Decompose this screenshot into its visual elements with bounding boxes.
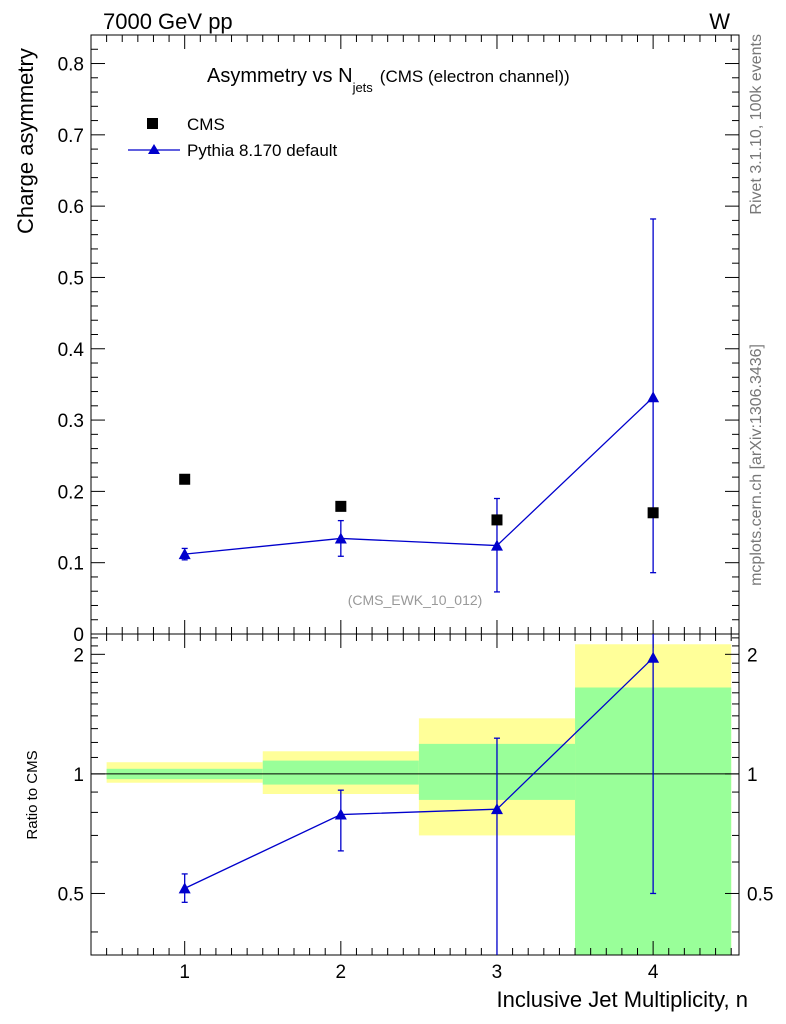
ratio-x-ticks: 1 2 3 4 [106,634,732,983]
analysis-watermark: (CMS_EWK_10_012) [348,592,483,608]
legend-cms-label: CMS [187,115,225,134]
legend: CMS Pythia 8.170 default [128,115,338,160]
main-y-tick-label: 0.2 [58,482,84,503]
main-y-tick-label: 0.7 [58,126,84,147]
main-y-tick-label: 0.3 [58,411,84,432]
main-y-tick-label: 0.5 [58,268,84,289]
chart-title-main: Asymmetry vs N [207,65,353,87]
cms-point [179,473,191,485]
legend-pythia-marker [148,144,160,154]
cms-point [335,500,347,512]
pythia-point [490,539,503,551]
x-axis-label: Inclusive Jet Multiplicity, n [497,987,748,1012]
ratio-y-tick-label: 2 [73,645,84,666]
ratio-y-tick-label: 0.5 [58,884,84,905]
x-tick-label: 3 [492,962,503,983]
cms-point [491,514,503,526]
main-y-tick-label: 0 [73,625,84,646]
legend-pythia-label: Pythia 8.170 default [187,141,338,160]
ratio-band-green [262,760,419,785]
main-y-ticks: 0 0.1 0.2 0.3 0.4 0.5 0.6 0.7 0.8 [58,34,739,646]
ratio-pythia-point [490,803,503,815]
ratio-y-tick-label-right: 2 [747,645,758,666]
chart-title-tail: (CMS (electron channel)) [380,67,570,86]
ratio-y-tick-label: 1 [73,765,84,786]
chart-title: Asymmetry vs Njets (CMS (electron channel… [207,65,570,95]
ratio-panel: 0.5 0.5 1 1 2 2 1 2 3 4 Ratio to CMS Inclusive J… [24,633,773,1012]
ratio-y-tick-label-right: 1 [747,765,758,786]
header-right: W [709,9,730,34]
main-y-tick-label: 0.8 [58,55,84,76]
ratio-frame [90,633,740,956]
cms-point [647,507,659,519]
main-y-axis-label: Charge asymmetry [13,48,38,234]
ratio-y-axis-label: Ratio to CMS [24,750,41,839]
chart-title-sub: jets [352,80,374,95]
mcplots-label: mcplots.cern.ch [arXiv:1306.3436] [748,344,765,586]
pythia-line [184,396,654,555]
rivet-label: Rivet 3.1.10, 100k events [748,34,765,215]
main-y-tick-label: 0.1 [58,554,84,575]
main-y-tick-label: 0.4 [58,340,85,361]
pythia-point [334,532,347,544]
main-panel: 0 0.1 0.2 0.3 0.4 0.5 0.6 0.7 0.8 Charge asymmet… [13,34,740,646]
x-tick-label: 1 [179,962,190,983]
main-y-tick-label: 0.6 [58,197,84,218]
ratio-pythia-point [178,882,191,894]
pythia-point [178,548,191,560]
ratio-pythia-line [184,657,654,889]
x-tick-label: 4 [648,962,659,983]
ratio-pythia-point [334,808,347,820]
legend-cms-marker [147,118,158,129]
ratio-pythia-point [647,651,660,663]
x-tick-label: 2 [336,962,347,983]
main-x-ticks [106,35,732,634]
header-left: 7000 GeV pp [103,9,233,34]
pythia-point [647,391,660,403]
ratio-y-ticks: 0.5 0.5 1 1 2 2 [58,637,773,933]
ratio-y-tick-label-right: 0.5 [747,884,773,905]
